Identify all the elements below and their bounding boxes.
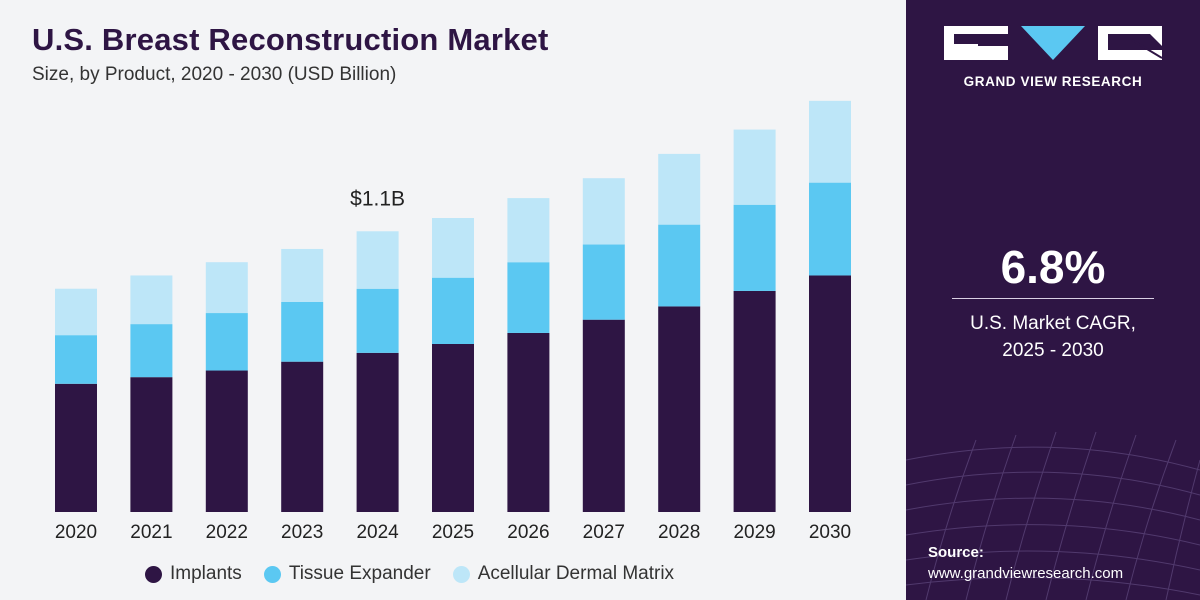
bar-implants-2021 bbox=[130, 377, 173, 512]
bar-tissue-expander-2023 bbox=[281, 302, 324, 362]
bar-tissue-expander-2021 bbox=[130, 324, 173, 378]
bar-tissue-expander-2026 bbox=[507, 262, 550, 333]
bar-tissue-expander-2028 bbox=[658, 224, 701, 307]
stacked-bar-chart: 2020 2021 2022 2023 2024 $1.1B 2025 2026 2027 202… bbox=[55, 100, 851, 543]
brand-logo: GRAND VIEW RESEARCH bbox=[944, 24, 1162, 89]
x-tick-label-2021: 2021 bbox=[130, 522, 172, 543]
cagr-label: U.S. Market CAGR, 2025 - 2030 bbox=[906, 310, 1200, 364]
decorative-grid bbox=[906, 431, 1200, 600]
source-block: Source: www.grandviewresearch.com bbox=[928, 544, 1123, 582]
legend-label-tissue-expander: Tissue Expander bbox=[288, 563, 431, 584]
bar-acellular-dermal-matrix-2024 bbox=[356, 231, 399, 289]
bar-implants-2028 bbox=[658, 306, 701, 512]
x-tick-label-2029: 2029 bbox=[733, 522, 775, 543]
bar-implants-2025 bbox=[432, 344, 474, 512]
bar-implants-2030 bbox=[809, 275, 851, 512]
bar-acellular-dermal-matrix-2023 bbox=[281, 248, 324, 302]
bar-tissue-expander-2025 bbox=[432, 277, 474, 344]
source-url: www.grandviewresearch.com bbox=[928, 565, 1124, 582]
bar-tissue-expander-2027 bbox=[582, 244, 625, 320]
bar-acellular-dermal-matrix-2029 bbox=[733, 129, 776, 205]
cagr-label-line2: 2025 - 2030 bbox=[1002, 340, 1104, 361]
cagr-value: 6.8% bbox=[1000, 241, 1106, 293]
bar-acellular-dermal-matrix-2025 bbox=[432, 218, 474, 278]
x-tick-label-2024: 2024 bbox=[356, 522, 399, 543]
chart-title: U.S. Breast Reconstruction Market bbox=[32, 22, 549, 57]
bar-acellular-dermal-matrix-2020 bbox=[55, 288, 97, 336]
bar-implants-2023 bbox=[281, 361, 324, 512]
source-label: Source: bbox=[928, 544, 984, 561]
x-tick-label-2023: 2023 bbox=[281, 522, 323, 543]
bar-acellular-dermal-matrix-2030 bbox=[809, 100, 851, 183]
bar-implants-2022 bbox=[205, 370, 248, 512]
x-tick-label-2027: 2027 bbox=[583, 522, 625, 543]
logo-mark-icon bbox=[944, 26, 1162, 60]
legend-item-tissue-expander: Tissue Expander bbox=[263, 563, 431, 585]
x-tick-label-2025: 2025 bbox=[432, 522, 474, 543]
bar-implants-2029 bbox=[733, 290, 776, 512]
bar-tissue-expander-2022 bbox=[205, 313, 248, 371]
chart-panel: U.S. Breast Reconstruction Market Size, … bbox=[32, 22, 852, 585]
x-tick-label-2020: 2020 bbox=[55, 522, 97, 543]
x-tick-label-2022: 2022 bbox=[206, 522, 248, 543]
bar-tissue-expander-2024 bbox=[356, 288, 399, 353]
x-tick-label-2026: 2026 bbox=[507, 522, 549, 543]
cagr-divider bbox=[952, 298, 1154, 299]
legend-label-acellular-dermal-matrix: Acellular Dermal Matrix bbox=[477, 563, 675, 584]
legend-item-implants: Implants bbox=[145, 563, 242, 585]
x-tick-label-2030: 2030 bbox=[809, 522, 851, 543]
legend-swatch-tissue-expander bbox=[263, 565, 281, 583]
bar-implants-2020 bbox=[55, 383, 97, 512]
legend-swatch-acellular-dermal-matrix bbox=[452, 565, 470, 583]
bar-acellular-dermal-matrix-2021 bbox=[130, 275, 173, 325]
data-label-2024: $1.1B bbox=[350, 187, 405, 210]
bar-implants-2027 bbox=[582, 319, 625, 512]
chart-subtitle: Size, by Product, 2020 - 2030 (USD Billi… bbox=[32, 64, 397, 85]
bar-implants-2026 bbox=[507, 332, 550, 512]
legend-swatch-implants bbox=[145, 565, 162, 583]
bar-implants-2024 bbox=[356, 352, 399, 512]
bar-tissue-expander-2030 bbox=[809, 182, 851, 276]
legend-label-implants: Implants bbox=[170, 563, 242, 584]
bar-acellular-dermal-matrix-2027 bbox=[582, 178, 625, 245]
legend-item-acellular-dermal-matrix: Acellular Dermal Matrix bbox=[452, 563, 675, 585]
cagr-label-line1: U.S. Market CAGR, bbox=[970, 313, 1136, 334]
bar-tissue-expander-2020 bbox=[55, 335, 97, 384]
sidebar-panel: GRAND VIEW RESEARCH 6.8% U.S. Market CAG… bbox=[906, 0, 1200, 600]
bar-acellular-dermal-matrix-2026 bbox=[507, 198, 550, 263]
bar-acellular-dermal-matrix-2022 bbox=[205, 262, 248, 314]
x-tick-label-2028: 2028 bbox=[658, 522, 700, 543]
bar-acellular-dermal-matrix-2028 bbox=[658, 153, 701, 225]
chart-legend: Implants Tissue Expander Acellular Derma… bbox=[145, 563, 696, 585]
brand-name: GRAND VIEW RESEARCH bbox=[963, 74, 1143, 89]
bar-tissue-expander-2029 bbox=[733, 204, 776, 291]
